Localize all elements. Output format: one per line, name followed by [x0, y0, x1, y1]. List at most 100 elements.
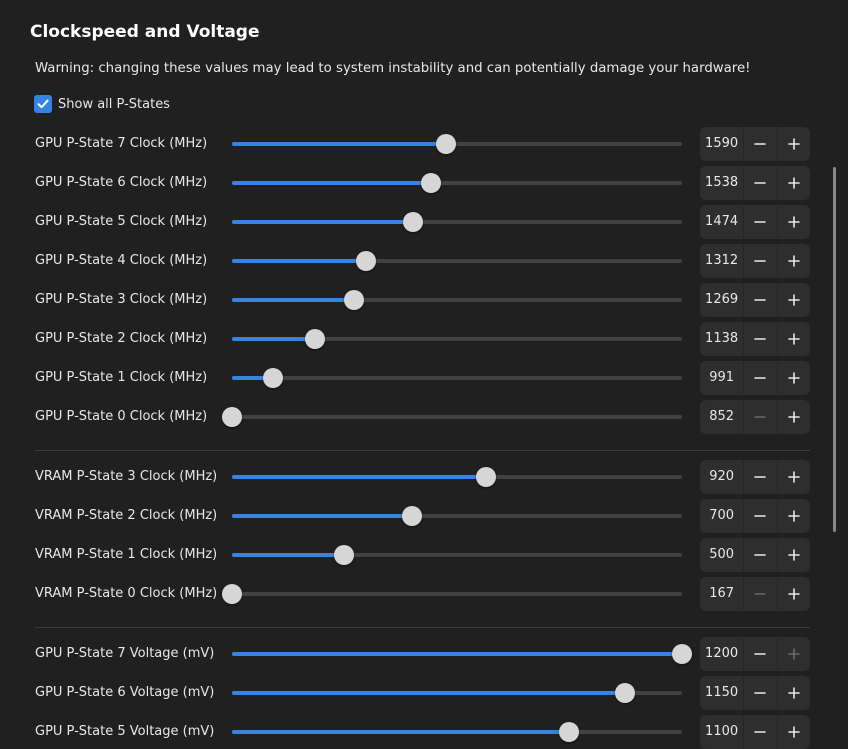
slider-thumb[interactable]	[262, 368, 283, 388]
decrement-button[interactable]	[743, 715, 776, 749]
value-input[interactable]: 1590	[705, 136, 739, 151]
increment-button[interactable]	[776, 283, 810, 317]
increment-button[interactable]	[776, 715, 810, 749]
decrement-button[interactable]	[743, 205, 776, 239]
slider-row: VRAM P-State 0 Clock (MHz) 167	[0, 577, 848, 611]
decrement-button[interactable]	[743, 361, 776, 395]
slider-thumb[interactable]	[475, 467, 496, 487]
value-input[interactable]: 991	[709, 370, 735, 385]
value-input[interactable]: 1474	[705, 214, 739, 229]
slider-thumb[interactable]	[614, 683, 635, 703]
slider-thumb[interactable]	[304, 329, 325, 349]
decrement-button[interactable]	[743, 244, 776, 278]
slider-track[interactable]	[232, 134, 682, 154]
slider-thumb[interactable]	[559, 722, 580, 742]
increment-button[interactable]	[776, 322, 810, 356]
decrement-button[interactable]	[743, 538, 776, 572]
slider-track[interactable]	[232, 722, 682, 742]
increment-button[interactable]	[776, 244, 810, 278]
plus-icon	[788, 255, 800, 267]
slider-thumb[interactable]	[222, 407, 242, 427]
slider-track[interactable]	[232, 290, 682, 310]
slider-fill	[232, 142, 447, 146]
minus-icon	[754, 260, 767, 262]
value-input[interactable]: 852	[709, 409, 735, 424]
value-input[interactable]: 1100	[705, 724, 739, 739]
slider-track[interactable]	[232, 368, 682, 388]
decrement-button[interactable]	[743, 676, 776, 710]
value-input[interactable]: 1538	[705, 175, 739, 190]
value-input[interactable]: 1200	[705, 646, 739, 661]
value-spinbox: 1138	[700, 322, 810, 356]
slider-thumb[interactable]	[402, 212, 423, 232]
slider-track[interactable]	[232, 644, 692, 664]
increment-button[interactable]	[776, 400, 810, 434]
slider-track[interactable]	[222, 584, 682, 604]
vertical-scrollbar[interactable]	[833, 167, 836, 532]
slider-track[interactable]	[232, 212, 682, 232]
plus-icon	[788, 549, 800, 561]
slider-thumb[interactable]	[343, 290, 364, 310]
show-all-pstates-checkbox-row[interactable]: Show all P-States	[34, 94, 170, 114]
value-input[interactable]: 1312	[705, 253, 739, 268]
decrement-button[interactable]	[743, 400, 776, 434]
slider-thumb[interactable]	[356, 251, 377, 271]
decrement-button[interactable]	[743, 166, 776, 200]
decrement-button[interactable]	[743, 322, 776, 356]
show-all-pstates-checkbox[interactable]	[34, 95, 52, 113]
decrement-button[interactable]	[743, 637, 776, 671]
decrement-button[interactable]	[743, 127, 776, 161]
increment-button[interactable]	[776, 361, 810, 395]
value-input[interactable]: 167	[709, 586, 735, 601]
decrement-button[interactable]	[743, 499, 776, 533]
increment-button[interactable]	[776, 499, 810, 533]
slider-track[interactable]	[232, 683, 682, 703]
slider-track[interactable]	[232, 467, 682, 487]
increment-button[interactable]	[776, 205, 810, 239]
slider-label: GPU P-State 0 Clock (MHz)	[35, 409, 208, 424]
value-input[interactable]: 700	[709, 508, 735, 523]
decrement-button[interactable]	[743, 460, 776, 494]
slider-track[interactable]	[232, 506, 682, 526]
slider-track[interactable]	[232, 251, 682, 271]
slider-thumb[interactable]	[222, 584, 242, 604]
slider-thumb[interactable]	[436, 134, 457, 154]
value-input[interactable]: 500	[709, 547, 735, 562]
slider-thumb[interactable]	[672, 644, 692, 664]
minus-icon	[754, 143, 767, 145]
value-spinbox: 1590	[700, 127, 810, 161]
slider-label: GPU P-State 2 Clock (MHz)	[35, 331, 208, 346]
slider-label: GPU P-State 3 Clock (MHz)	[35, 292, 208, 307]
checkmark-icon	[37, 99, 49, 109]
minus-icon	[754, 416, 767, 418]
increment-button[interactable]	[776, 538, 810, 572]
increment-button[interactable]	[776, 127, 810, 161]
slider-thumb[interactable]	[334, 545, 355, 565]
slider-thumb[interactable]	[420, 173, 441, 193]
plus-icon	[788, 648, 800, 660]
page-title: Clockspeed and Voltage	[30, 22, 260, 42]
increment-button[interactable]	[776, 166, 810, 200]
slider-track[interactable]	[232, 329, 682, 349]
value-spinbox: 852	[700, 400, 810, 434]
minus-icon	[754, 299, 767, 301]
decrement-button[interactable]	[743, 577, 776, 611]
slider-thumb[interactable]	[401, 506, 422, 526]
slider-track[interactable]	[232, 545, 682, 565]
slider-track[interactable]	[222, 407, 682, 427]
slider-label: GPU P-State 5 Clock (MHz)	[35, 214, 208, 229]
value-input[interactable]: 920	[709, 469, 735, 484]
slider-row: GPU P-State 4 Clock (MHz) 1312	[0, 244, 848, 278]
slider-label: GPU P-State 6 Clock (MHz)	[35, 175, 208, 190]
decrement-button[interactable]	[743, 283, 776, 317]
increment-button[interactable]	[776, 676, 810, 710]
increment-button[interactable]	[776, 637, 810, 671]
value-input[interactable]: 1138	[705, 331, 739, 346]
plus-icon	[788, 333, 800, 345]
value-input[interactable]: 1269	[705, 292, 739, 307]
increment-button[interactable]	[776, 460, 810, 494]
increment-button[interactable]	[776, 577, 810, 611]
slider-track[interactable]	[232, 173, 682, 193]
value-input[interactable]: 1150	[705, 685, 739, 700]
